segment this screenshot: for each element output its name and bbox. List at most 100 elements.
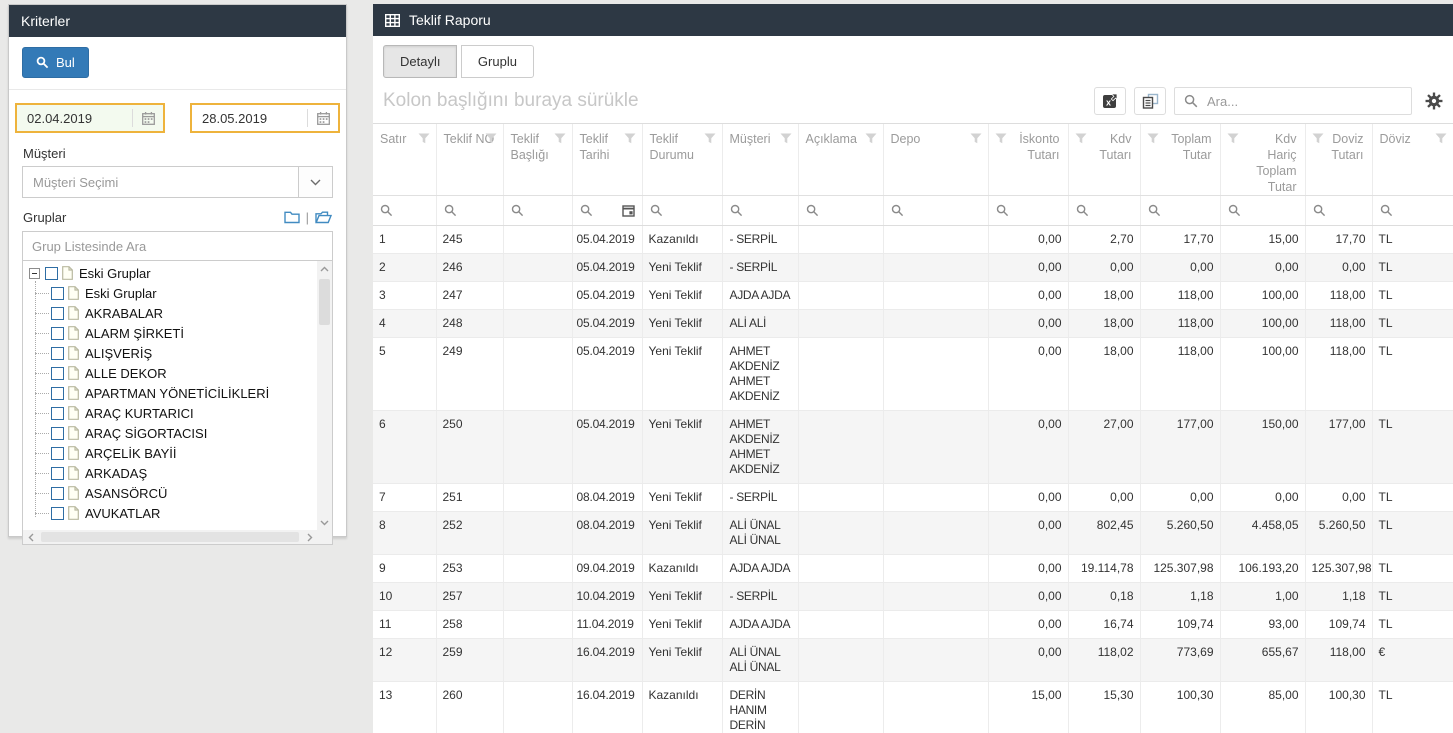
filter-row-cell[interactable] [436, 195, 504, 226]
tree-item[interactable]: ASANSÖRCÜ [23, 483, 317, 503]
export-excel-button[interactable]: x [1094, 87, 1126, 115]
tree-item-checkbox[interactable] [51, 446, 64, 460]
filter-funnel-icon[interactable] [704, 133, 716, 144]
table-row[interactable]: 3 247 05.04.2019 Yeni Teklif AJDA AJDA 0,00 18… [373, 281, 1453, 310]
tree-item-checkbox[interactable] [51, 366, 64, 380]
tree-item-checkbox[interactable] [51, 406, 64, 420]
filter-row-cell[interactable] [1305, 195, 1373, 226]
tree-item[interactable]: Eski Gruplar [23, 283, 317, 303]
scroll-left-icon[interactable] [23, 530, 38, 544]
calendar-icon[interactable] [308, 111, 338, 125]
tree-item-checkbox[interactable] [51, 326, 64, 340]
column-header[interactable]: Kdv Tutarı [1068, 124, 1141, 196]
date-to-field[interactable]: 28.05.2019 [190, 103, 340, 133]
scroll-down-icon[interactable] [317, 515, 332, 530]
table-row[interactable]: 13 260 16.04.2019 Kazanıldı DERİN HANIM DERİ… [373, 681, 1453, 733]
table-row[interactable]: 2 246 05.04.2019 Yeni Teklif - SERPİL 0,00 0,0… [373, 253, 1453, 282]
tree-horizontal-scrollbar[interactable] [23, 530, 317, 544]
tree-item-checkbox[interactable] [51, 486, 64, 500]
tree-item-checkbox[interactable] [51, 466, 64, 480]
tree-item[interactable]: ALARM ŞİRKETİ [23, 323, 317, 343]
scrollbar-thumb[interactable] [41, 532, 299, 542]
column-header[interactable]: Döviz [1372, 124, 1453, 196]
folder-open-icon[interactable] [315, 211, 332, 224]
tree-item[interactable]: APARTMAN YÖNETİCİLİKLERİ [23, 383, 317, 403]
tree-item[interactable]: ALIŞVERİŞ [23, 343, 317, 363]
table-row[interactable]: 4 248 05.04.2019 Yeni Teklif ALİ ALİ 0,00 18,0… [373, 309, 1453, 338]
tree-item-checkbox[interactable] [51, 286, 64, 300]
filter-funnel-icon[interactable] [1312, 133, 1324, 144]
tree-item-checkbox[interactable] [51, 426, 64, 440]
column-header[interactable]: Toplam Tutar [1140, 124, 1221, 196]
table-row[interactable]: 11 258 11.04.2019 Yeni Teklif AJDA AJDA 0,00 1… [373, 610, 1453, 639]
filter-row-cell[interactable] [373, 195, 437, 226]
filter-funnel-icon[interactable] [865, 133, 877, 144]
column-header[interactable]: Satır [373, 124, 437, 196]
filter-funnel-icon[interactable] [780, 133, 792, 144]
filter-row-cell[interactable] [1140, 195, 1221, 226]
grid-search-input[interactable] [1205, 92, 1402, 110]
filter-row-cell[interactable] [642, 195, 723, 226]
tree-item[interactable]: AKRABALAR [23, 303, 317, 323]
column-header[interactable]: Teklif Durumu [642, 124, 723, 196]
tree-item[interactable]: ARAÇ SİGORTACISI [23, 423, 317, 443]
filter-row-cell[interactable] [798, 195, 884, 226]
column-header[interactable]: Kdv Hariç Toplam Tutar [1220, 124, 1306, 196]
column-header[interactable]: Teklif Başlığı [503, 124, 573, 196]
tree-item-checkbox[interactable] [51, 306, 64, 320]
tree-collapse-icon[interactable] [29, 267, 40, 279]
table-row[interactable]: 10 257 10.04.2019 Yeni Teklif - SERPİL 0,00 0,… [373, 582, 1453, 611]
filter-row-cell[interactable] [883, 195, 989, 226]
table-row[interactable]: 1 245 05.04.2019 Kazanıldı - SERPİL 0,00 2,70 1… [373, 225, 1453, 254]
filter-funnel-icon[interactable] [995, 133, 1007, 144]
column-header[interactable]: İskonto Tutarı [988, 124, 1069, 196]
filter-funnel-icon[interactable] [418, 133, 430, 144]
filter-row-cell[interactable] [572, 195, 643, 226]
folder-closed-icon[interactable] [283, 211, 300, 224]
chevron-down-icon[interactable] [298, 167, 332, 197]
filter-funnel-icon[interactable] [554, 133, 566, 144]
tree-item[interactable]: ARKADAŞ [23, 463, 317, 483]
filter-row-cell[interactable] [1220, 195, 1306, 226]
filter-funnel-icon[interactable] [624, 133, 636, 144]
column-header[interactable]: Teklif Tarihi [572, 124, 643, 196]
filter-funnel-icon[interactable] [970, 133, 982, 144]
filter-row-cell[interactable] [503, 195, 573, 226]
filter-funnel-icon[interactable] [485, 133, 497, 144]
gear-icon[interactable] [1425, 92, 1443, 110]
column-header[interactable]: Doviz Tutarı [1305, 124, 1373, 196]
date-from-field[interactable]: 02.04.2019 [15, 103, 165, 133]
filter-row-cell[interactable] [722, 195, 799, 226]
table-row[interactable]: 7 251 08.04.2019 Yeni Teklif - SERPİL 0,00 0,0… [373, 483, 1453, 512]
tree-item-checkbox[interactable] [51, 506, 64, 520]
tree-item-checkbox[interactable] [45, 266, 58, 280]
filter-funnel-icon[interactable] [1075, 133, 1087, 144]
tree-item-checkbox[interactable] [51, 386, 64, 400]
column-chooser-button[interactable] [1134, 87, 1166, 115]
filter-funnel-icon[interactable] [1435, 133, 1447, 144]
tree-item[interactable]: AVUKATLAR [23, 503, 317, 523]
filter-row-cell[interactable] [988, 195, 1069, 226]
table-row[interactable]: 5 249 05.04.2019 Yeni Teklif AHMET AKDENİZ A… [373, 337, 1453, 411]
group-drop-area[interactable]: Kolon başlığını buraya sürükle [383, 90, 639, 111]
tree-item[interactable]: ARAÇ KURTARICI [23, 403, 317, 423]
filter-row-cell[interactable] [1068, 195, 1141, 226]
group-search-input[interactable] [23, 238, 332, 254]
tree-item[interactable]: Eski Gruplar [23, 263, 317, 283]
filter-funnel-icon[interactable] [1147, 133, 1159, 144]
table-row[interactable]: 6 250 05.04.2019 Yeni Teklif AHMET AKDENİZ A… [373, 410, 1453, 484]
tree-vertical-scrollbar[interactable] [317, 261, 332, 530]
column-header[interactable]: Açıklama [798, 124, 884, 196]
column-header[interactable]: Müşteri [722, 124, 799, 196]
calendar-icon[interactable] [621, 204, 635, 217]
filter-row-cell[interactable] [1372, 195, 1453, 226]
column-header[interactable]: Teklif NO [436, 124, 504, 196]
table-row[interactable]: 12 259 16.04.2019 Yeni Teklif ALİ ÜNAL ALİ Ü… [373, 638, 1453, 682]
scroll-right-icon[interactable] [302, 530, 317, 544]
column-header[interactable]: Depo [883, 124, 989, 196]
find-button[interactable]: Bul [22, 47, 89, 78]
tab-gruplu[interactable]: Gruplu [460, 45, 534, 78]
tab-detayli[interactable]: Detaylı [383, 45, 458, 78]
table-row[interactable]: 9 253 09.04.2019 Kazanıldı AJDA AJDA 0,00 19.1… [373, 554, 1453, 583]
filter-funnel-icon[interactable] [1227, 133, 1239, 144]
